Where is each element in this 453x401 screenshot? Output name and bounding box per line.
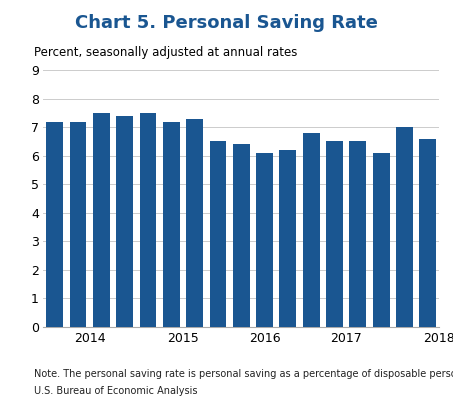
Text: U.S. Bureau of Economic Analysis: U.S. Bureau of Economic Analysis <box>34 386 198 396</box>
Bar <box>46 122 63 327</box>
Bar <box>116 116 133 327</box>
Bar <box>326 142 343 327</box>
Bar <box>303 133 319 327</box>
Bar <box>280 150 296 327</box>
Text: Percent, seasonally adjusted at annual rates: Percent, seasonally adjusted at annual r… <box>34 46 297 59</box>
Bar <box>163 122 180 327</box>
Text: Note. The personal saving rate is personal saving as a percentage of disposable : Note. The personal saving rate is person… <box>34 369 453 379</box>
Bar <box>70 122 87 327</box>
Bar <box>373 153 390 327</box>
Bar <box>349 142 366 327</box>
Bar <box>419 139 436 327</box>
Bar <box>396 127 413 327</box>
Bar <box>256 153 273 327</box>
Bar <box>209 142 226 327</box>
Bar <box>140 113 156 327</box>
Bar <box>233 144 250 327</box>
Text: Chart 5. Personal Saving Rate: Chart 5. Personal Saving Rate <box>75 14 378 32</box>
Bar <box>186 119 203 327</box>
Bar <box>93 113 110 327</box>
